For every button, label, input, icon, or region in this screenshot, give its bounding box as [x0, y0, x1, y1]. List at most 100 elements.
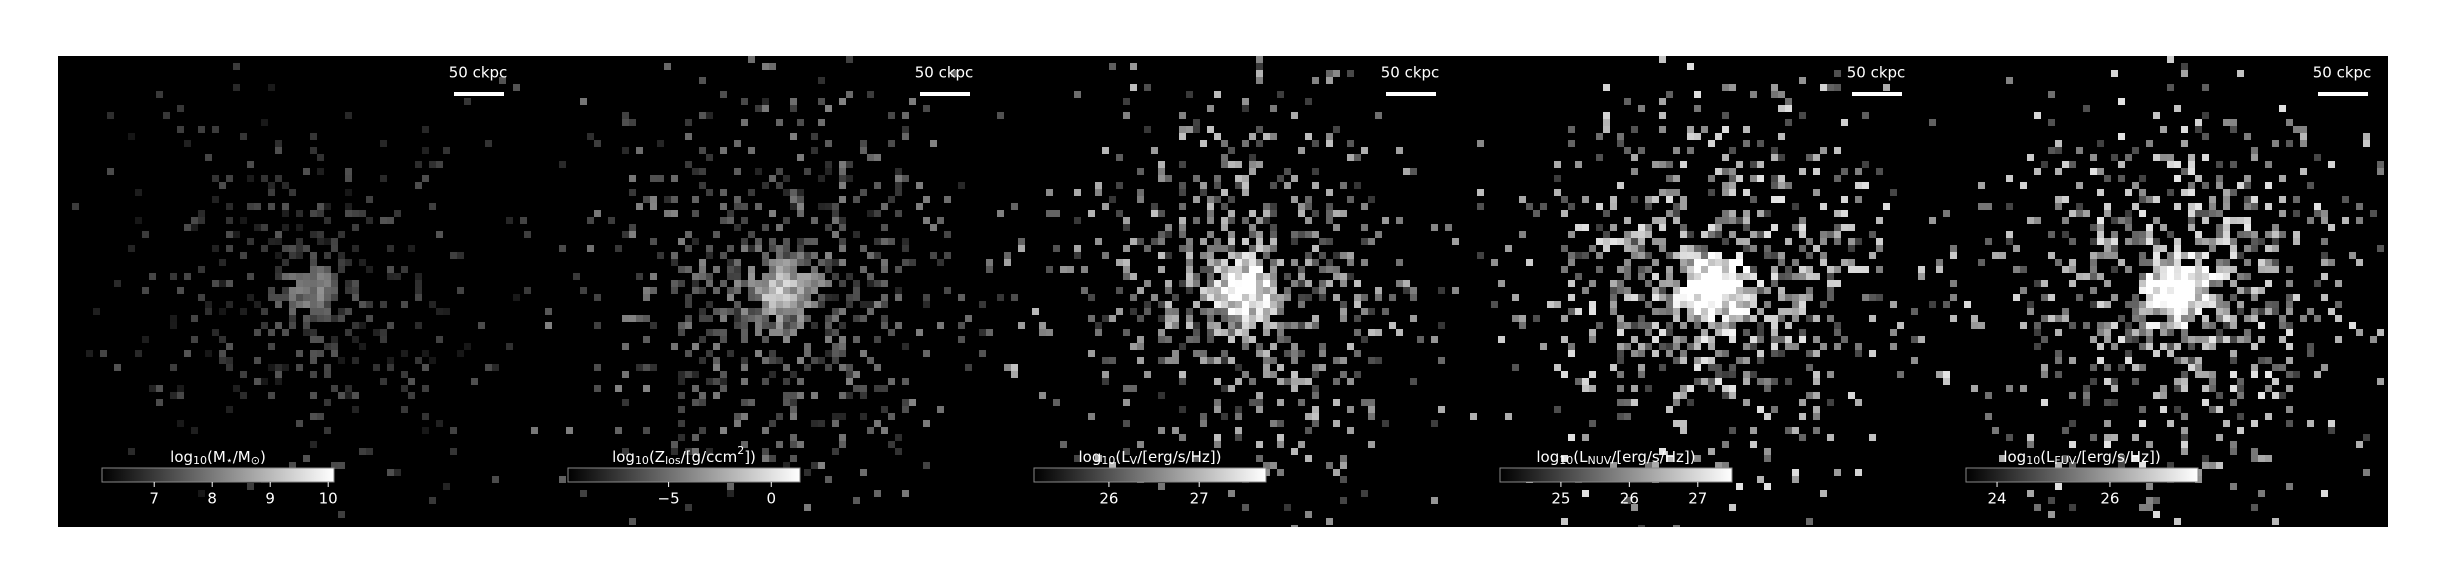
pixel — [1312, 371, 1319, 378]
pixel — [2111, 245, 2118, 252]
pixel — [1610, 462, 1617, 469]
pixel — [2223, 273, 2230, 280]
pixel — [825, 266, 832, 273]
pixel — [2034, 168, 2041, 175]
pixel — [1505, 245, 1512, 252]
pixel — [317, 301, 324, 308]
pixel — [2167, 315, 2174, 322]
pixel — [191, 336, 198, 343]
pixel — [2167, 462, 2174, 469]
pixel — [1985, 392, 1992, 399]
pixel — [1221, 308, 1228, 315]
pixel — [1130, 84, 1137, 91]
pixel — [797, 196, 804, 203]
pixel — [2006, 434, 2013, 441]
pixel — [881, 266, 888, 273]
pixel — [1778, 350, 1785, 357]
pixel — [2321, 217, 2328, 224]
pixel — [303, 287, 310, 294]
pixel — [1165, 336, 1172, 343]
pixel — [580, 490, 587, 497]
pixel — [720, 308, 727, 315]
pixel — [1431, 224, 1438, 231]
pixel — [1757, 329, 1764, 336]
pixel — [296, 420, 303, 427]
pixel — [1652, 322, 1659, 329]
pixel — [380, 217, 387, 224]
pixel — [2181, 266, 2188, 273]
pixel — [1764, 252, 1771, 259]
pixel — [1715, 217, 1722, 224]
pixel — [1270, 182, 1277, 189]
pixel — [1498, 280, 1505, 287]
pixel — [2244, 273, 2251, 280]
pixel — [2006, 77, 2013, 84]
pixel — [338, 266, 345, 273]
pixel — [643, 427, 650, 434]
pixel — [2139, 301, 2146, 308]
pixel — [734, 140, 741, 147]
pixel — [727, 210, 734, 217]
pixel — [1638, 238, 1645, 245]
pixel — [2146, 238, 2153, 245]
pixel — [979, 350, 986, 357]
pixel — [156, 91, 163, 98]
pixel — [1715, 462, 1722, 469]
pixel — [352, 336, 359, 343]
pixel — [685, 322, 692, 329]
pixel — [853, 385, 860, 392]
pixel — [1368, 406, 1375, 413]
pixel — [205, 350, 212, 357]
pixel — [170, 392, 177, 399]
pixel — [1130, 385, 1137, 392]
pixel — [1834, 322, 1841, 329]
pixel — [1715, 287, 1722, 294]
pixel — [1228, 308, 1235, 315]
pixel — [776, 301, 783, 308]
pixel — [741, 119, 748, 126]
pixel — [986, 266, 993, 273]
pixel — [783, 315, 790, 322]
pixel — [1319, 238, 1326, 245]
pixel — [1666, 196, 1673, 203]
pixel — [1568, 280, 1575, 287]
pixel — [825, 161, 832, 168]
pixel — [387, 273, 394, 280]
pixel — [1347, 154, 1354, 161]
pixel — [930, 252, 937, 259]
pixel — [1074, 217, 1081, 224]
pixel — [2307, 217, 2314, 224]
pixel — [2181, 301, 2188, 308]
pixel — [825, 252, 832, 259]
pixel — [1743, 301, 1750, 308]
pixel — [1256, 308, 1263, 315]
pixel — [874, 490, 881, 497]
pixel — [769, 350, 776, 357]
pixel — [401, 266, 408, 273]
pixel — [636, 203, 643, 210]
pixel — [1298, 399, 1305, 406]
pixel — [2097, 140, 2104, 147]
pixel — [1722, 329, 1729, 336]
pixel — [1659, 343, 1666, 350]
pixel — [1519, 231, 1526, 238]
pixel — [1687, 280, 1694, 287]
pixel — [1757, 308, 1764, 315]
pixel — [1631, 322, 1638, 329]
pixel — [457, 350, 464, 357]
pixel — [825, 294, 832, 301]
pixel — [2153, 301, 2160, 308]
pixel — [1666, 91, 1673, 98]
pixel — [997, 210, 1004, 217]
pixel — [1207, 357, 1214, 364]
pixel — [2118, 455, 2125, 462]
pixel — [776, 182, 783, 189]
pixel — [261, 378, 268, 385]
colorbar-label: log10(Zlos/[g/ccm2]) — [612, 444, 756, 467]
pixel — [1074, 455, 1081, 462]
pixel — [520, 217, 527, 224]
pixel — [324, 364, 331, 371]
pixel — [2209, 210, 2216, 217]
pixel — [254, 224, 261, 231]
pixel — [1179, 161, 1186, 168]
